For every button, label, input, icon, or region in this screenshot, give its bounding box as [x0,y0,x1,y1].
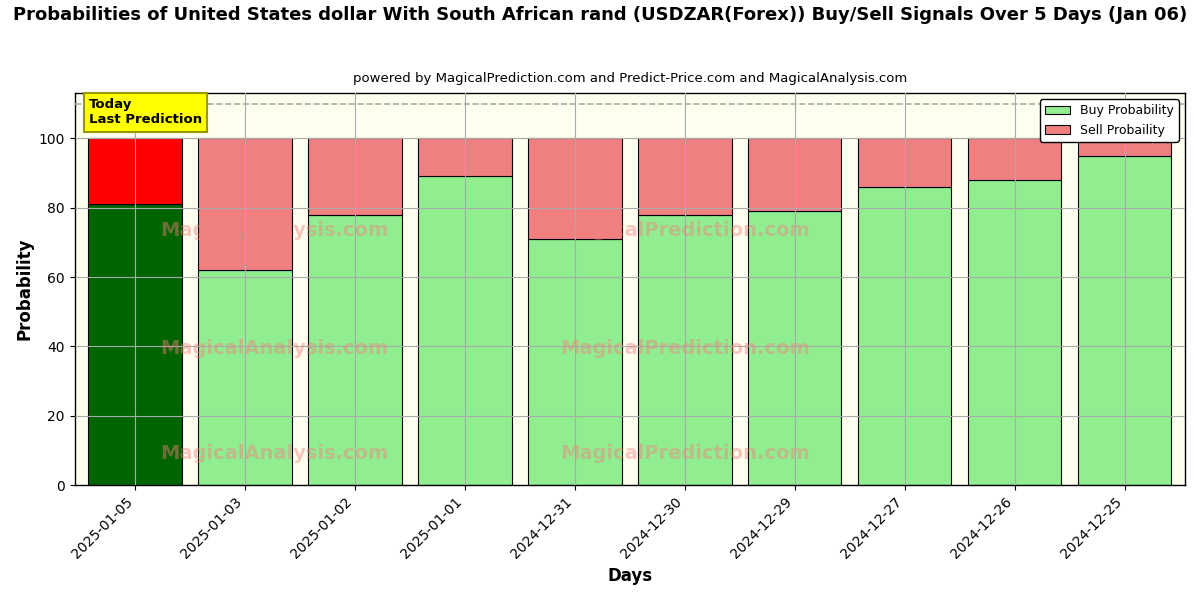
Text: MagicalAnalysis.com: MagicalAnalysis.com [161,445,389,463]
Bar [308,215,402,485]
Bar [1078,138,1171,155]
Text: MagicalAnalysis.com: MagicalAnalysis.com [161,338,389,358]
Bar [638,138,732,215]
Bar [858,187,952,485]
Bar [198,138,292,270]
Text: Probabilities of United States dollar With South African rand (USDZAR(Forex)) Bu: Probabilities of United States dollar Wi… [13,6,1187,24]
Bar [528,138,622,239]
X-axis label: Days: Days [607,567,653,585]
Y-axis label: Probability: Probability [16,238,34,340]
Text: MagicalPrediction.com: MagicalPrediction.com [560,445,810,463]
Bar [198,270,292,485]
Bar [968,180,1061,485]
Bar [968,138,1061,180]
Bar [419,176,511,485]
Bar [89,138,182,204]
Bar [748,138,841,211]
Bar [308,138,402,215]
Legend: Buy Probability, Sell Probaility: Buy Probability, Sell Probaility [1040,100,1178,142]
Bar [1078,155,1171,485]
Title: powered by MagicalPrediction.com and Predict-Price.com and MagicalAnalysis.com: powered by MagicalPrediction.com and Pre… [353,72,907,85]
Text: MagicalPrediction.com: MagicalPrediction.com [560,221,810,240]
Bar [748,211,841,485]
Bar [528,239,622,485]
Text: Today
Last Prediction: Today Last Prediction [89,98,202,127]
Bar [858,138,952,187]
Bar [419,138,511,176]
Text: MagicalPrediction.com: MagicalPrediction.com [560,338,810,358]
Text: MagicalAnalysis.com: MagicalAnalysis.com [161,221,389,240]
Bar [89,204,182,485]
Bar [638,215,732,485]
